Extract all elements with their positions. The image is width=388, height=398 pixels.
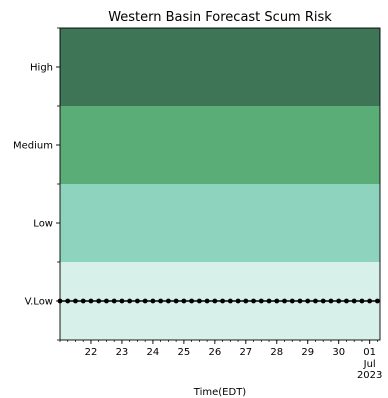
series-point [65, 298, 71, 304]
series-point [305, 298, 311, 304]
x-tick-label: 23 [116, 347, 129, 358]
x-axis-ticks [59, 340, 378, 344]
series-point [165, 298, 171, 304]
series-point [135, 298, 140, 304]
series-point [351, 298, 357, 304]
y-tick-label: High [30, 63, 53, 74]
series-point [173, 298, 179, 304]
series-point [367, 298, 373, 304]
x-tick-label: 27 [239, 347, 252, 358]
series-point [119, 298, 125, 304]
y-tick-label: Low [33, 219, 53, 230]
y-tick-label: Medium [13, 141, 53, 152]
series-point [142, 298, 148, 304]
series-point [88, 298, 94, 304]
x-tick-label: 26 [208, 347, 221, 358]
x-tick-sublabel: 2023 [357, 370, 382, 381]
series-point [212, 298, 218, 304]
x-tick-label: 30 [332, 347, 345, 358]
series-point [336, 298, 342, 304]
y-axis-ticks [56, 27, 60, 341]
x-tick-label: 22 [85, 347, 98, 358]
risk-band-high [60, 28, 380, 106]
plot-frame [59, 27, 381, 341]
y-tick-label: V.Low [25, 297, 53, 308]
series-point [282, 298, 287, 304]
series-point [227, 298, 233, 304]
series-point [235, 298, 241, 304]
series-point [127, 298, 133, 304]
x-tick-label: 01 [363, 347, 376, 358]
series-layer [57, 298, 380, 304]
series-point [258, 298, 264, 304]
risk-band-medium [60, 106, 380, 184]
series-point [344, 298, 349, 304]
x-tick-label: 24 [147, 347, 160, 358]
series-point [243, 298, 249, 304]
y-axis-tick-labels: V.Low Low Medium High [13, 63, 53, 308]
series-point [274, 298, 280, 304]
series-point [320, 298, 326, 304]
risk-band-low [60, 184, 380, 262]
x-tick-sublabel: Jul [363, 359, 376, 370]
series-point [359, 298, 365, 304]
series-point [328, 298, 334, 304]
series-point [158, 298, 164, 304]
series-point [251, 298, 256, 304]
x-axis-label: Time(EDT) [193, 387, 247, 398]
x-tick-label: 28 [270, 347, 283, 358]
series-point [111, 298, 117, 304]
series-point [73, 298, 78, 304]
series-point [289, 298, 295, 304]
series-point [104, 298, 109, 304]
series-point [96, 298, 102, 304]
series-point [196, 298, 202, 304]
series-point [297, 298, 303, 304]
series-point [204, 298, 210, 304]
series-point [313, 298, 318, 304]
series-point [80, 298, 86, 304]
series-point [266, 298, 272, 304]
series-point [150, 298, 156, 304]
series-point [189, 298, 195, 304]
risk-bands [60, 28, 380, 340]
x-tick-label: 29 [301, 347, 314, 358]
x-tick-label: 25 [178, 347, 191, 358]
series-point [375, 298, 380, 304]
series-point [220, 298, 225, 304]
series-point [181, 298, 187, 304]
chart-title: Western Basin Forecast Scum Risk [108, 10, 332, 25]
